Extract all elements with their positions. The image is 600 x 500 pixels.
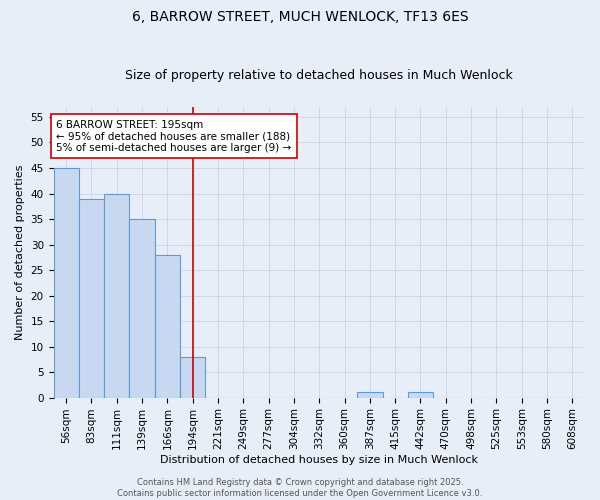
X-axis label: Distribution of detached houses by size in Much Wenlock: Distribution of detached houses by size …: [160, 455, 478, 465]
Bar: [104, 194, 130, 398]
Y-axis label: Number of detached properties: Number of detached properties: [15, 164, 25, 340]
Bar: [357, 392, 383, 398]
Bar: [408, 392, 433, 398]
Text: Contains HM Land Registry data © Crown copyright and database right 2025.
Contai: Contains HM Land Registry data © Crown c…: [118, 478, 482, 498]
Bar: [79, 198, 104, 398]
Title: Size of property relative to detached houses in Much Wenlock: Size of property relative to detached ho…: [125, 69, 513, 82]
Text: 6 BARROW STREET: 195sqm
← 95% of detached houses are smaller (188)
5% of semi-de: 6 BARROW STREET: 195sqm ← 95% of detache…: [56, 120, 292, 152]
Bar: [130, 219, 155, 398]
Text: 6, BARROW STREET, MUCH WENLOCK, TF13 6ES: 6, BARROW STREET, MUCH WENLOCK, TF13 6ES: [131, 10, 469, 24]
Bar: [155, 254, 180, 398]
Bar: [180, 357, 205, 398]
Bar: [53, 168, 79, 398]
